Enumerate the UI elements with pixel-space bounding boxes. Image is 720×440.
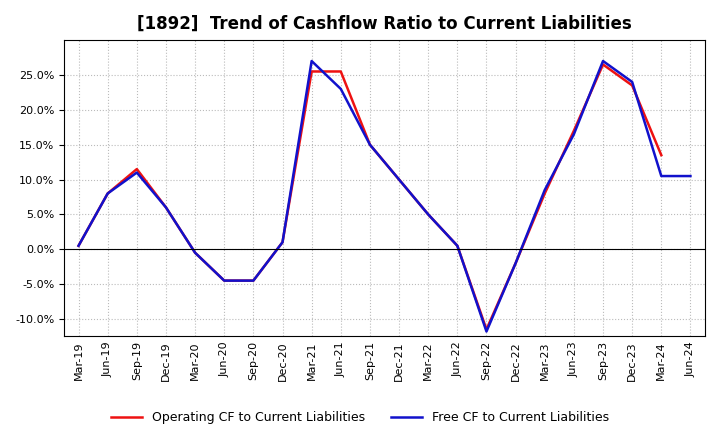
Operating CF to Current Liabilities (220, 278, 228, 283)
Operating CF to Current Liabilities (191, 250, 199, 255)
Operating CF to Current Liabilities (570, 128, 578, 133)
Free CF to Current Liabilities (191, 250, 199, 255)
Operating CF to Current Liabilities (278, 240, 287, 245)
Operating CF to Current Liabilities (657, 153, 665, 158)
Free CF to Current Liabilities (599, 59, 608, 64)
Free CF to Current Liabilities (424, 212, 433, 217)
Legend: Operating CF to Current Liabilities, Free CF to Current Liabilities: Operating CF to Current Liabilities, Fre… (106, 407, 614, 429)
Free CF to Current Liabilities (511, 260, 520, 266)
Operating CF to Current Liabilities (104, 191, 112, 196)
Operating CF to Current Liabilities (453, 243, 462, 249)
Operating CF to Current Liabilities (599, 62, 608, 67)
Free CF to Current Liabilities (132, 170, 141, 175)
Free CF to Current Liabilities (541, 187, 549, 193)
Free CF to Current Liabilities (307, 59, 316, 64)
Operating CF to Current Liabilities (511, 260, 520, 266)
Operating CF to Current Liabilities (541, 191, 549, 196)
Operating CF to Current Liabilities (424, 212, 433, 217)
Operating CF to Current Liabilities (74, 243, 83, 249)
Free CF to Current Liabilities (220, 278, 228, 283)
Operating CF to Current Liabilities (161, 205, 170, 210)
Free CF to Current Liabilities (482, 329, 491, 334)
Free CF to Current Liabilities (278, 240, 287, 245)
Free CF to Current Liabilities (657, 173, 665, 179)
Free CF to Current Liabilities (395, 177, 403, 182)
Operating CF to Current Liabilities (132, 166, 141, 172)
Free CF to Current Liabilities (336, 86, 345, 92)
Free CF to Current Liabilities (104, 191, 112, 196)
Title: [1892]  Trend of Cashflow Ratio to Current Liabilities: [1892] Trend of Cashflow Ratio to Curren… (137, 15, 632, 33)
Free CF to Current Liabilities (628, 79, 636, 84)
Free CF to Current Liabilities (366, 142, 374, 147)
Operating CF to Current Liabilities (482, 327, 491, 332)
Operating CF to Current Liabilities (628, 83, 636, 88)
Free CF to Current Liabilities (686, 173, 695, 179)
Free CF to Current Liabilities (570, 132, 578, 137)
Free CF to Current Liabilities (161, 205, 170, 210)
Free CF to Current Liabilities (453, 243, 462, 249)
Line: Free CF to Current Liabilities: Free CF to Current Liabilities (78, 61, 690, 331)
Operating CF to Current Liabilities (307, 69, 316, 74)
Operating CF to Current Liabilities (249, 278, 258, 283)
Operating CF to Current Liabilities (336, 69, 345, 74)
Free CF to Current Liabilities (74, 243, 83, 249)
Operating CF to Current Liabilities (395, 177, 403, 182)
Free CF to Current Liabilities (249, 278, 258, 283)
Operating CF to Current Liabilities (366, 142, 374, 147)
Line: Operating CF to Current Liabilities: Operating CF to Current Liabilities (78, 65, 661, 330)
